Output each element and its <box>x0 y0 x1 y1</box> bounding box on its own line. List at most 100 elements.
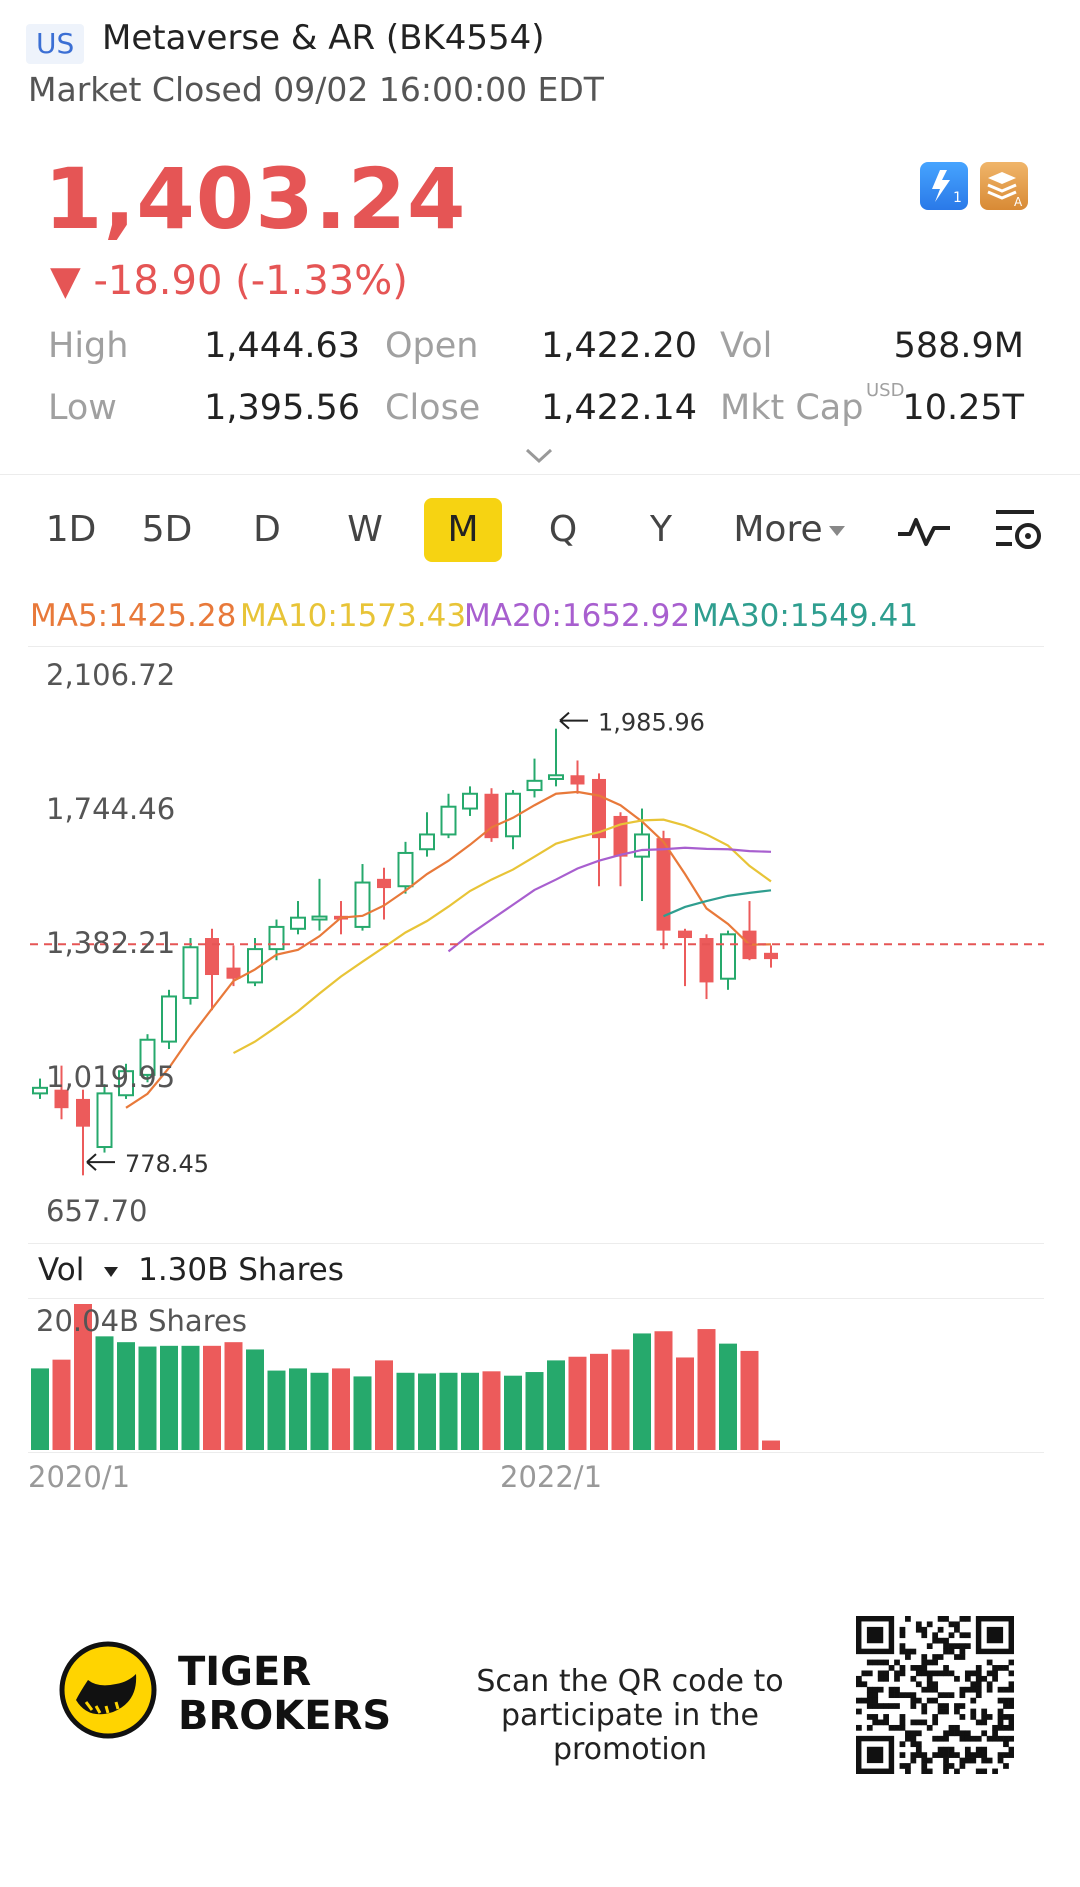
qr-module <box>937 1626 944 1633</box>
qr-module <box>937 1735 944 1742</box>
qr-module <box>926 1659 933 1666</box>
qr-module <box>899 1670 906 1677</box>
volume-bar <box>762 1440 780 1450</box>
qr-module <box>997 1724 1004 1731</box>
qr-module <box>905 1735 911 1742</box>
tab-month[interactable]: M <box>424 498 502 562</box>
qr-module <box>915 1626 922 1633</box>
qr-module <box>899 1741 906 1748</box>
candle <box>311 878 328 931</box>
lightning-level1-icon[interactable]: 1 <box>920 162 968 210</box>
candle <box>139 1034 156 1083</box>
qr-module <box>943 1643 949 1649</box>
x-axis-label-2020: 2020/1 <box>28 1460 131 1494</box>
qr-module <box>975 1686 982 1693</box>
qr-module <box>954 1654 960 1660</box>
qr-module <box>964 1686 971 1693</box>
qr-module <box>948 1643 955 1649</box>
qr-module <box>943 1735 949 1742</box>
qr-module <box>883 1703 889 1709</box>
min-price-annotation: 778.45 <box>125 1150 209 1178</box>
tab-5d[interactable]: 5D <box>141 509 193 550</box>
qr-module <box>997 1757 1004 1764</box>
qr-module <box>937 1703 944 1709</box>
candle <box>592 773 606 887</box>
qr-module <box>926 1724 933 1731</box>
candle <box>54 1065 69 1120</box>
qr-module <box>943 1730 949 1737</box>
chart-settings-icon[interactable] <box>994 506 1044 556</box>
qr-module <box>959 1654 966 1660</box>
tab-1d[interactable]: 1D <box>45 509 97 550</box>
qr-module <box>1003 1697 1009 1704</box>
qr-module <box>866 1686 873 1693</box>
candle-body <box>656 838 671 931</box>
layers-icon[interactable]: A <box>980 162 1028 210</box>
candle <box>548 728 564 787</box>
volume-bar <box>138 1346 157 1450</box>
candle <box>32 1078 48 1099</box>
qr-module <box>872 1714 879 1720</box>
y-axis-label-max: 2,106.72 <box>46 658 176 692</box>
qr-module <box>959 1643 966 1649</box>
qr-module <box>937 1616 944 1622</box>
qr-module <box>959 1763 966 1769</box>
qr-module <box>1008 1719 1014 1726</box>
qr-module <box>992 1724 998 1731</box>
qr-module <box>932 1735 939 1742</box>
qr-module <box>948 1621 955 1628</box>
qr-module <box>866 1670 873 1677</box>
brand-name: TIGER BROKERS <box>178 1649 392 1739</box>
qr-module <box>970 1708 977 1715</box>
candle <box>182 938 199 1005</box>
candle <box>742 901 757 961</box>
qr-module <box>866 1659 873 1666</box>
volume-chart[interactable] <box>0 1300 1080 1452</box>
qr-module <box>921 1752 928 1758</box>
qr-module <box>926 1757 933 1764</box>
tab-year[interactable]: Y <box>650 509 672 550</box>
candle-body <box>182 946 199 999</box>
qr-module <box>964 1735 971 1742</box>
qr-module <box>1008 1714 1014 1720</box>
qr-module <box>986 1670 993 1677</box>
low-value: 1,395.56 <box>204 388 360 428</box>
qr-module <box>899 1714 906 1720</box>
qr-module <box>910 1697 917 1704</box>
volume-selector[interactable]: Vol 1.30B Shares <box>38 1252 344 1288</box>
qr-module <box>981 1675 988 1682</box>
low-label: Low <box>48 388 117 428</box>
tab-week[interactable]: W <box>347 509 383 550</box>
qr-module <box>921 1632 928 1639</box>
qr-module <box>1003 1741 1009 1748</box>
qr-module <box>926 1768 933 1774</box>
indicator-icon[interactable] <box>896 510 952 554</box>
qr-module <box>1003 1686 1009 1693</box>
qr-module <box>937 1708 944 1715</box>
qr-module <box>975 1670 982 1677</box>
qr-module <box>856 1708 862 1715</box>
qr-module <box>975 1692 982 1699</box>
qr-code[interactable] <box>856 1616 1014 1774</box>
close-value: 1,422.14 <box>541 388 697 428</box>
expand-chevron-icon[interactable] <box>524 446 554 470</box>
open-value: 1,422.20 <box>541 326 697 366</box>
candle <box>96 1084 113 1153</box>
qr-module <box>975 1681 982 1688</box>
qr-module <box>1008 1697 1014 1704</box>
candle <box>656 830 671 950</box>
qr-module <box>943 1703 949 1709</box>
last-price: 1,403.24 <box>44 150 467 248</box>
promo-text: Scan the QR code to participate in the pr… <box>476 1664 784 1767</box>
qr-module <box>872 1697 879 1704</box>
candlestick-chart[interactable]: 1,985.96 778.45 <box>0 650 1080 1240</box>
qr-module <box>861 1697 868 1704</box>
tab-quarter[interactable]: Q <box>548 509 578 550</box>
tab-more[interactable]: More <box>724 498 854 562</box>
candle-body <box>613 815 628 857</box>
chart-top-border <box>28 646 1044 647</box>
tab-day[interactable]: D <box>253 509 281 550</box>
qr-module <box>915 1719 922 1726</box>
candle <box>419 812 435 857</box>
candle <box>161 989 177 1049</box>
